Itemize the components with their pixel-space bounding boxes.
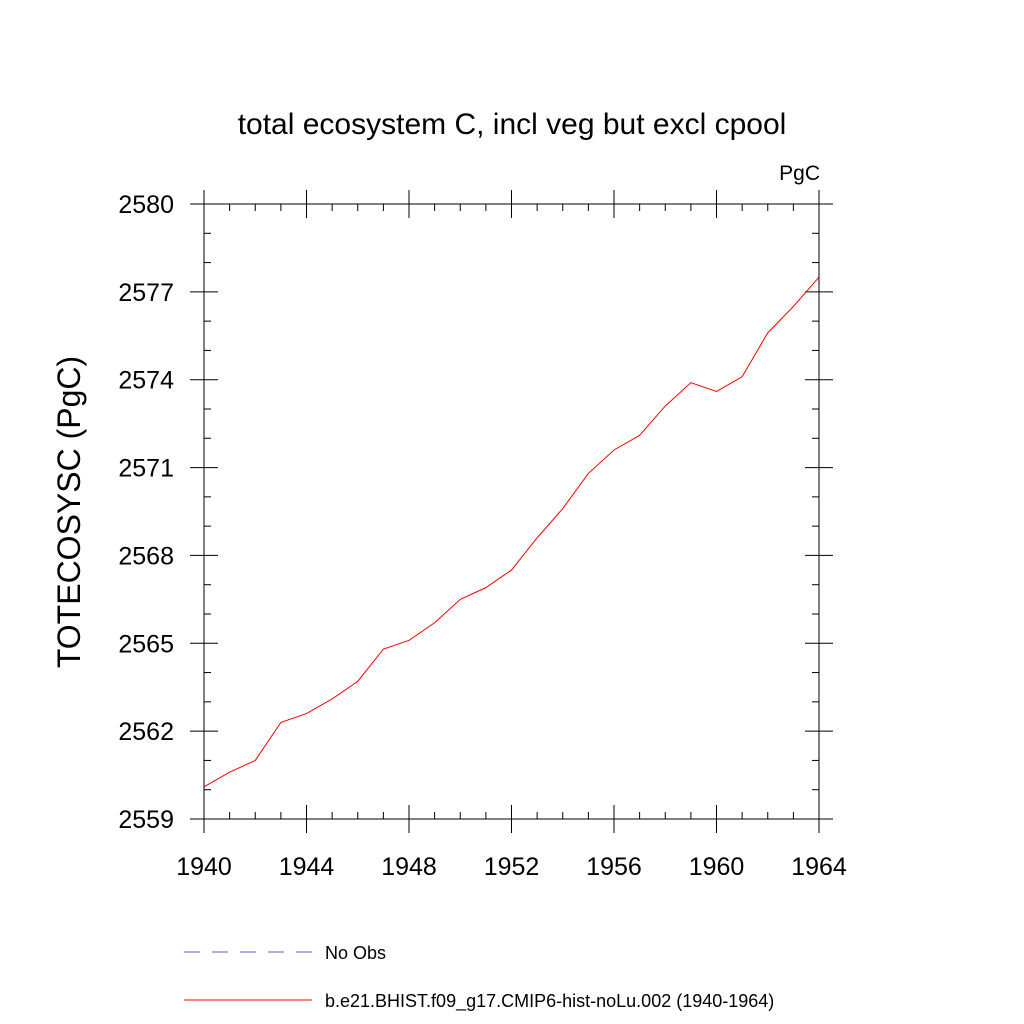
tick-labels: 2559 2562 2565 2568 2571 2574 2577 2580 1940 1944… bbox=[118, 191, 847, 881]
x-tick-label: 1948 bbox=[381, 853, 437, 881]
y-tick-label: 2580 bbox=[118, 191, 174, 219]
x-tick-label: 1940 bbox=[176, 853, 232, 881]
x-tick-label: 1944 bbox=[279, 853, 335, 881]
y-tick-label: 2562 bbox=[118, 718, 174, 746]
y-axis-label: TOTECOSYSC (PgC) bbox=[51, 356, 87, 668]
minor-ticks bbox=[204, 204, 819, 819]
y-tick-label: 2577 bbox=[118, 279, 174, 307]
y-tick-label: 2571 bbox=[118, 455, 174, 483]
y-tick-label: 2559 bbox=[118, 806, 174, 834]
x-tick-label: 1952 bbox=[484, 853, 540, 881]
y-tick-label: 2574 bbox=[118, 367, 174, 395]
y-tick-label: 2568 bbox=[118, 542, 174, 570]
x-tick-label: 1964 bbox=[791, 853, 847, 881]
chart-title: total ecosystem C, incl veg but excl cpo… bbox=[238, 108, 787, 141]
legend-label: b.e21.BHIST.f09_g17.CMIP6-hist-noLu.002 … bbox=[325, 991, 774, 1012]
y-tick-label: 2565 bbox=[118, 630, 174, 658]
units-label: PgC bbox=[779, 162, 820, 185]
x-tick-label: 1960 bbox=[689, 853, 745, 881]
series-line bbox=[203, 276, 820, 788]
legend: No Obs b.e21.BHIST.f09_g17.CMIP6-hist-noL… bbox=[184, 943, 774, 1012]
series-layer bbox=[203, 276, 820, 788]
plot-frame bbox=[203, 203, 820, 820]
legend-label: No Obs bbox=[325, 943, 386, 963]
major-ticks bbox=[190, 190, 833, 833]
x-tick-label: 1956 bbox=[586, 853, 642, 881]
